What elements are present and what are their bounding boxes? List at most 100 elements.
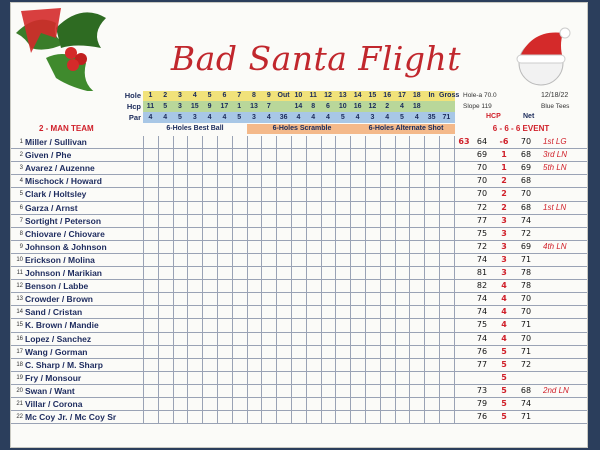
header-par-cell: 5 [400, 114, 404, 121]
hcp-value: 5 [501, 399, 507, 408]
net-total: 73 [476, 385, 488, 395]
net-score: 71 [520, 346, 532, 356]
header-holes-cell: 16 [383, 92, 392, 99]
scramble-band: 6-Holes Scramble [247, 124, 357, 134]
hcp-value: 2 [501, 202, 507, 212]
header-holes-cell: 10 [294, 92, 303, 99]
row-number: 3 [19, 165, 23, 172]
placement-note: 4th LN [543, 241, 567, 251]
page-title: Bad Santa Flight [170, 39, 462, 78]
header-par-cell: 4 [222, 114, 227, 121]
net-score: 70 [520, 307, 532, 317]
row-divider [11, 305, 587, 307]
hcp-value: 2 [501, 176, 507, 186]
column-divider [217, 136, 218, 425]
header-holes-cell: Out [277, 92, 290, 99]
net-score: 78 [520, 281, 532, 291]
header-par-cell: 4 [311, 114, 316, 121]
column-divider [157, 136, 159, 425]
table-row: 11 Johnson / Marikian 81 3 78 [11, 267, 587, 280]
hcp-value: 4 [501, 307, 507, 317]
header-hcp-cell: 2 [385, 103, 390, 110]
row-number: 6 [19, 204, 23, 211]
net-score: 72 [520, 359, 532, 369]
header-par-cell: 5 [237, 114, 242, 121]
table-row: 14 Sand / Cristan 74 4 70 [11, 306, 587, 319]
net-total: 74 [476, 294, 488, 304]
header-hcp-cell: 15 [190, 103, 199, 110]
hcp-value: 5 [501, 346, 507, 356]
hole-header: Hole Hcp Par 1 11 4 2 5 4 3 3 5 4 15 3 5 9 4 6 17 4 7 1 5 8 13… [11, 91, 587, 125]
header-par-cell: 3 [192, 114, 197, 121]
hcp-value: 4 [501, 320, 507, 330]
column-divider [379, 136, 381, 425]
row-divider [11, 344, 587, 346]
header-par-cell: 4 [163, 114, 168, 121]
net-label: Net [523, 113, 535, 120]
net-score: 71 [520, 254, 532, 264]
team-name: Mischock / Howard [25, 176, 102, 187]
header-par-cell: 5 [340, 114, 345, 121]
team-name: Given / Phe [25, 150, 72, 161]
team-name: Garza / Arnst [25, 202, 78, 213]
row-divider [11, 383, 587, 385]
row-number: 22 [16, 414, 23, 421]
hcp-value: 5 [501, 412, 507, 422]
row-number: 14 [16, 309, 23, 316]
header-par-cell: 4 [266, 114, 271, 121]
header-hcp-cell: 7 [266, 103, 271, 110]
row-divider [11, 397, 587, 398]
placement-note: 1st LG [543, 137, 567, 146]
header-hcp-cell: 11 [146, 103, 155, 110]
table-row: 6 Garza / Arnst 72 2 68 1st LN [11, 202, 587, 215]
net-score: 72 [520, 228, 532, 238]
table-row: 8 Chiovare / Chiovare 75 3 72 [11, 228, 587, 241]
team-name: Chiovare / Chiovare [25, 228, 105, 239]
hole-label: Hole [124, 91, 141, 100]
header-par-cell: 71 [442, 114, 451, 121]
team-name: Avarez / Auzenne [25, 163, 95, 174]
header-par-cell: 4 [385, 114, 390, 121]
row-divider [11, 252, 587, 254]
row-divider [11, 200, 587, 202]
header-holes-cell: 8 [252, 92, 256, 99]
team-name: Swan / Want [25, 385, 75, 396]
slope: Slope 119 [463, 103, 492, 110]
team-name: Mc Coy Jr. / Mc Coy Sr [25, 412, 117, 423]
header-holes-cell: Gross [439, 92, 460, 99]
net-score: 68 [520, 202, 532, 212]
row-divider [11, 292, 587, 294]
net-score: 70 [520, 137, 532, 146]
row-number: 12 [16, 283, 23, 290]
column-divider [320, 136, 322, 425]
header-holes-cell: 18 [412, 92, 421, 99]
header-holes-cell: 12 [324, 92, 332, 99]
row-number: 9 [19, 243, 23, 250]
header-holes-cell: 14 [353, 92, 362, 99]
net-score: 78 [520, 268, 532, 277]
column-divider [305, 136, 307, 425]
net-score: 71 [520, 320, 532, 330]
row-divider [11, 370, 587, 372]
column-divider [246, 136, 248, 425]
table-row: 2 Given / Phe 69 1 68 3rd LN [11, 149, 587, 162]
header-par-cell: 4 [326, 114, 330, 121]
scoreboard: Bad Santa Flight Hole Hcp Par 1 11 4 2 5 4 3 3 5… [10, 2, 588, 448]
team-name: Johnson & Johnson [25, 241, 107, 252]
team-name: Miller / Sullivan [25, 137, 87, 147]
team-name: Wang / Gorman [25, 346, 88, 357]
placement-note: 5th LN [543, 163, 567, 173]
team-name: K. Brown / Mandie [25, 320, 99, 331]
column-divider [394, 136, 396, 425]
header-holes-cell: 9 [266, 92, 271, 99]
holly-decoration-icon [16, 8, 106, 93]
hcp-value: -6 [499, 137, 509, 146]
row-number: 7 [19, 217, 23, 224]
header-hcp-cell: 5 [163, 103, 168, 110]
header-hcp-cell: 4 [400, 103, 404, 110]
team-name: Benson / Labbe [25, 281, 89, 292]
row-number: 11 [16, 270, 23, 276]
placement-note: 1st LN [543, 202, 567, 212]
net-total: 77 [476, 215, 488, 225]
placement-note: 3rd LN [543, 150, 568, 160]
